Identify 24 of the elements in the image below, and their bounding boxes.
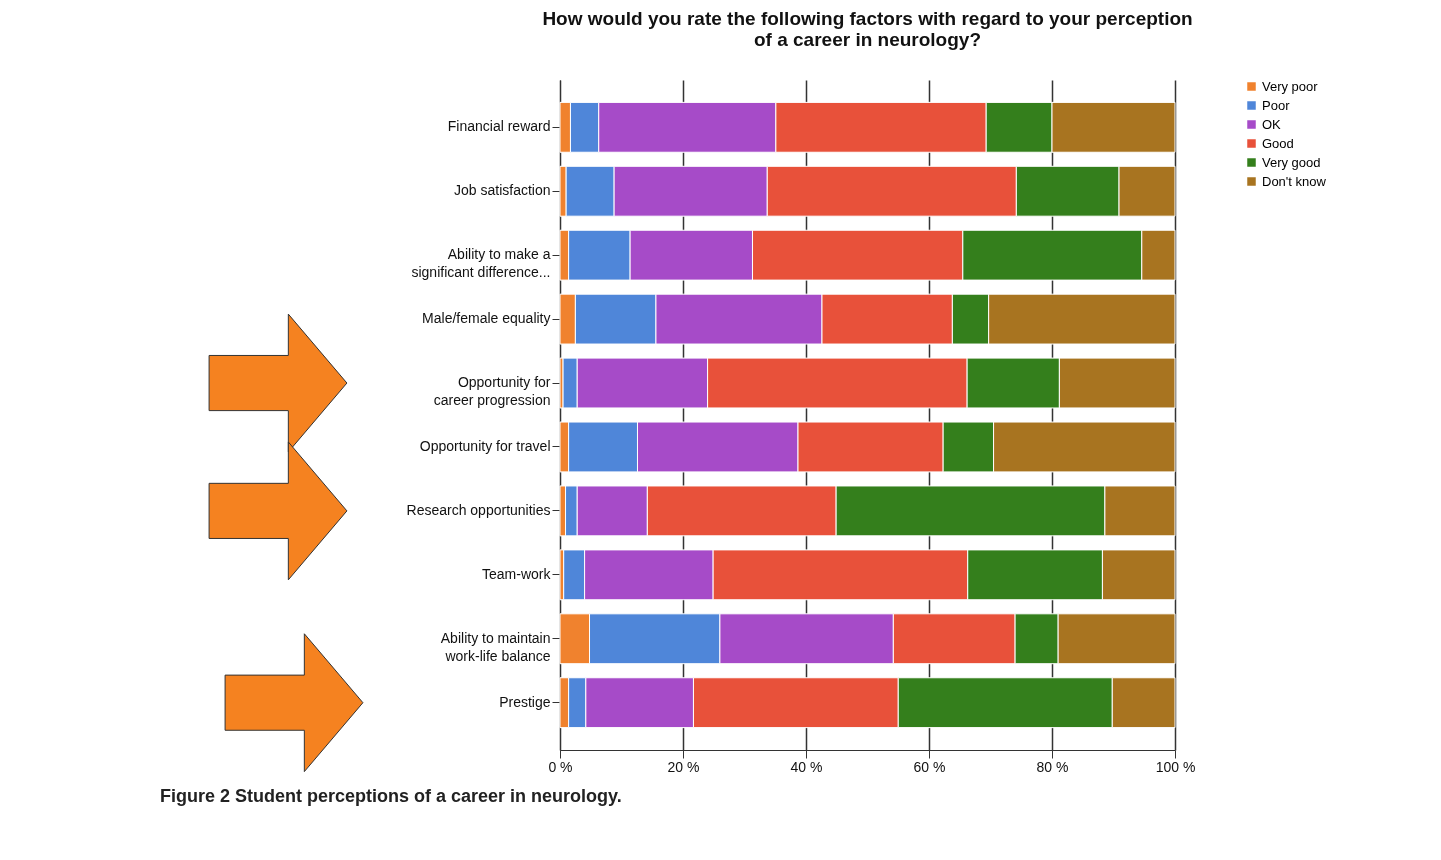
legend-label: Very good (1262, 154, 1321, 170)
x-tick-label: 0 % (548, 758, 573, 775)
y-tick-label: Team-work (482, 565, 552, 582)
y-tick-label: Job satisfaction (454, 182, 551, 199)
caption: Figure 2 Student perceptions of a career in neurology. (160, 786, 622, 806)
x-tick-label: 20 % (667, 758, 700, 775)
y-tick-label: Financial reward (447, 118, 551, 135)
y-tick-label: Male/female equality (422, 310, 551, 327)
legend-label: Good (1262, 135, 1294, 151)
y-tick-label: Ability to maintain work-life balance (440, 629, 551, 664)
legend-label: Poor (1262, 97, 1291, 113)
legend-label: Don't know (1262, 173, 1327, 189)
y-tick-label: Opportunity for travel (419, 437, 551, 454)
x-tick-label: 60 % (913, 758, 946, 775)
x-tick-label: 100 % (1155, 758, 1196, 775)
y-tick-label: Prestige (499, 693, 551, 710)
legend-label: OK (1262, 116, 1282, 132)
x-tick-label: 40 % (790, 758, 823, 775)
x-tick-label: 80 % (1036, 758, 1069, 775)
y-tick-label: Ability to make a significant difference... (411, 246, 551, 281)
chart-title: How would you rate the following factors with regard to your perception of a career in neurology? (542, 8, 1193, 50)
legend-label: Very poor (1262, 78, 1319, 94)
y-tick-label: Research opportunities (406, 501, 551, 518)
y-tick-label: Opportunity for career progression (433, 374, 551, 409)
